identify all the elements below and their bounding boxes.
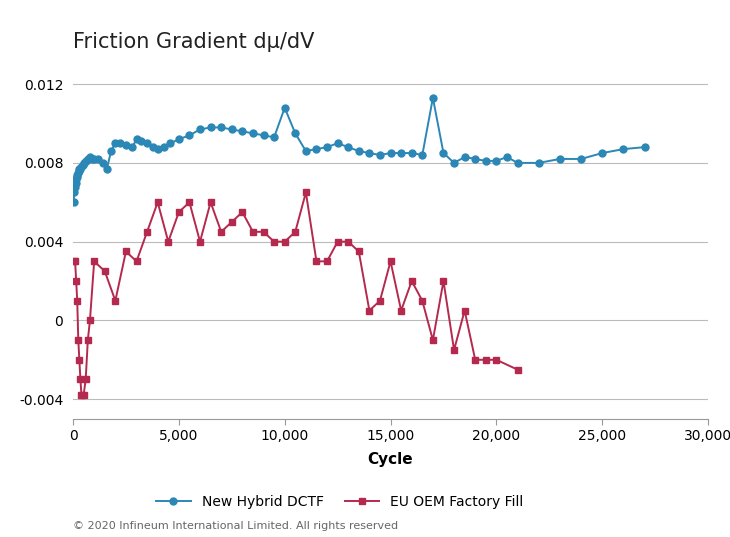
EU OEM Factory Fill	[513, 366, 522, 373]
EU OEM Factory Fill	[259, 229, 268, 235]
New Hybrid DCTF	[461, 154, 469, 160]
New Hybrid DCTF	[513, 159, 522, 166]
Text: Friction Gradient dμ/dV: Friction Gradient dμ/dV	[73, 32, 315, 52]
EU OEM Factory Fill	[74, 337, 82, 343]
Line: EU OEM Factory Fill: EU OEM Factory Fill	[71, 189, 521, 398]
EU OEM Factory Fill	[333, 238, 342, 245]
New Hybrid DCTF	[115, 140, 124, 147]
New Hybrid DCTF	[482, 158, 491, 164]
X-axis label: Cycle: Cycle	[368, 452, 413, 467]
EU OEM Factory Fill	[77, 392, 86, 398]
EU OEM Factory Fill	[228, 219, 237, 225]
EU OEM Factory Fill	[164, 238, 172, 245]
New Hybrid DCTF	[196, 126, 204, 133]
New Hybrid DCTF	[429, 95, 437, 101]
New Hybrid DCTF	[69, 199, 78, 206]
EU OEM Factory Fill	[69, 258, 78, 265]
Text: © 2020 Infineum International Limited. All rights reserved: © 2020 Infineum International Limited. A…	[73, 521, 398, 531]
Legend: New Hybrid DCTF, EU OEM Factory Fill: New Hybrid DCTF, EU OEM Factory Fill	[150, 490, 529, 514]
EU OEM Factory Fill	[312, 258, 321, 265]
EU OEM Factory Fill	[301, 189, 310, 195]
New Hybrid DCTF	[85, 154, 94, 160]
Line: New Hybrid DCTF: New Hybrid DCTF	[70, 95, 648, 206]
New Hybrid DCTF	[640, 144, 649, 150]
